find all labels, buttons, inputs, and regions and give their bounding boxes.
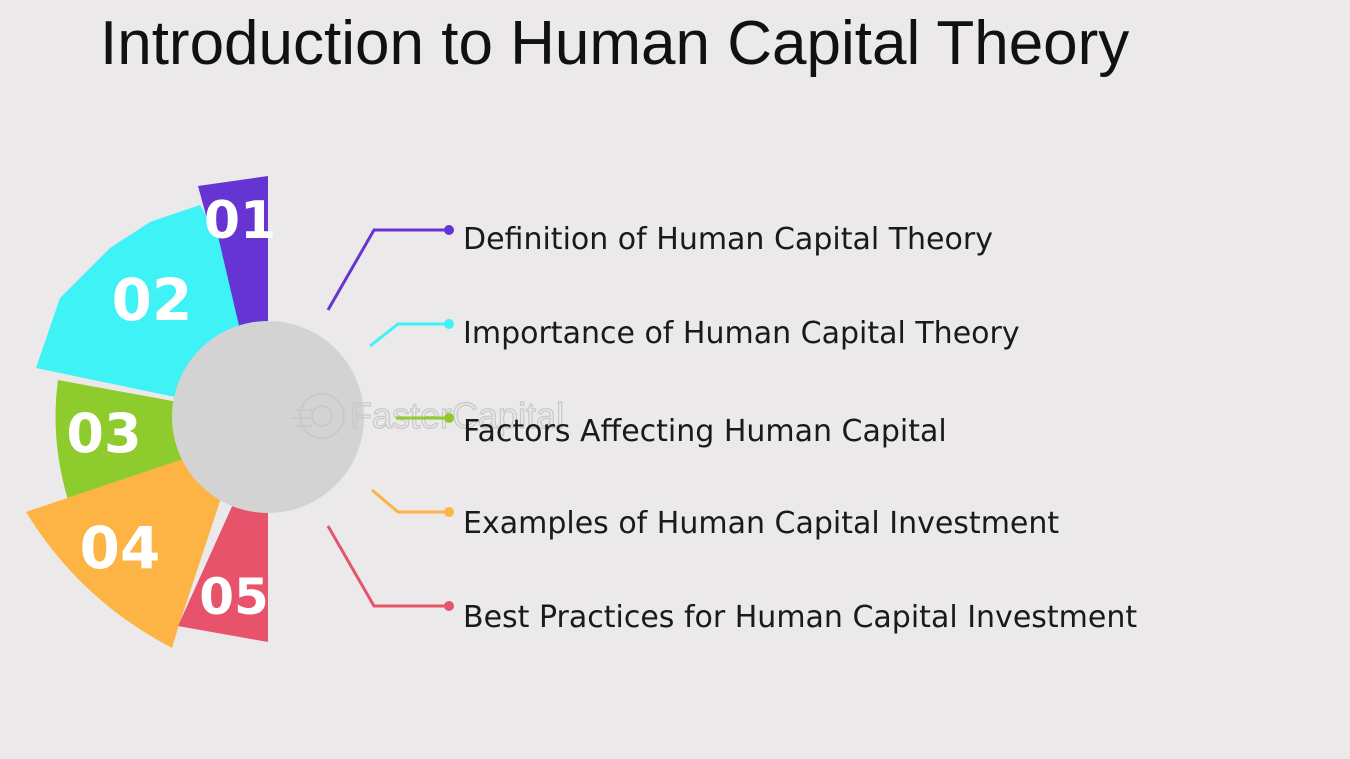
item-label-04: Examples of Human Capital Investment xyxy=(463,506,1060,541)
segment-05 xyxy=(178,502,268,642)
watermark-logo xyxy=(292,393,345,439)
segment-number-04: 04 xyxy=(80,514,161,582)
segment-01 xyxy=(198,176,268,332)
connector-04 xyxy=(371,488,454,517)
connector-01 xyxy=(326,225,454,311)
item-label-02: Importance of Human Capital Theory xyxy=(463,316,1020,351)
hub-circle xyxy=(172,321,364,513)
item-label-01: Definition of Human Capital Theory xyxy=(463,222,993,257)
watermark-text: FasterCapital xyxy=(350,395,564,436)
connector-02 xyxy=(369,319,454,348)
connector-03 xyxy=(396,413,454,423)
segment-02 xyxy=(36,205,240,398)
item-label-03: Factors Affecting Human Capital xyxy=(463,414,947,449)
segment-number-03: 03 xyxy=(66,402,141,465)
segment-number-05: 05 xyxy=(199,568,269,626)
connector-05 xyxy=(326,525,454,611)
segment-number-02: 02 xyxy=(112,266,193,334)
page-title: Introduction to Human Capital Theory xyxy=(100,9,1130,78)
segment-04 xyxy=(26,460,232,648)
segment-number-01: 01 xyxy=(204,191,276,251)
item-label-05: Best Practices for Human Capital Investm… xyxy=(463,600,1138,635)
